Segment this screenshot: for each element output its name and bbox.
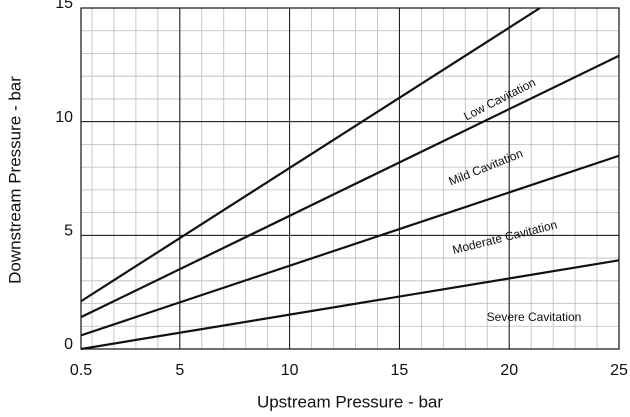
x-tick-label: 25 xyxy=(610,362,628,379)
y-axis-title: Downstream Pressure - bar xyxy=(5,76,24,284)
y-tick-label: 5 xyxy=(64,223,73,240)
series-line xyxy=(80,7,541,303)
y-tick-label: 15 xyxy=(55,0,73,12)
region-label: Severe Cavitation xyxy=(487,310,582,324)
x-tick-label: 5 xyxy=(175,362,184,379)
plot-frame xyxy=(80,7,620,350)
y-tick-label: 0 xyxy=(64,336,73,353)
x-tick-label: 0.5 xyxy=(70,362,92,379)
x-tick-label: 15 xyxy=(391,362,409,379)
series-line xyxy=(80,154,620,337)
series-line xyxy=(80,259,620,351)
x-tick-label: 10 xyxy=(281,362,299,379)
y-tick-label: 10 xyxy=(55,109,73,126)
series-line xyxy=(80,54,620,319)
region-label: Moderate Cavitation xyxy=(451,217,559,257)
x-tick-label: 20 xyxy=(500,362,518,379)
x-axis-title: Upstream Pressure - bar xyxy=(257,392,443,411)
